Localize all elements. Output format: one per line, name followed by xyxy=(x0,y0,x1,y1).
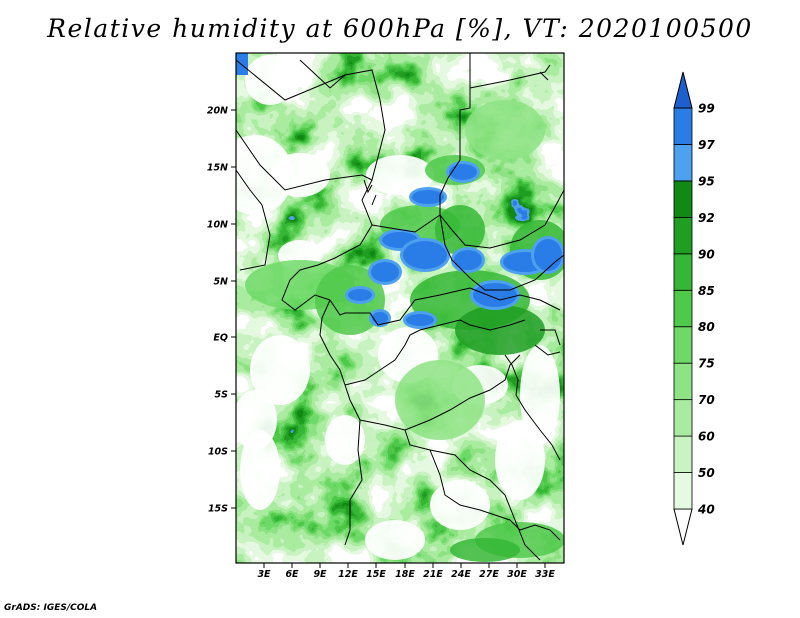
colorbar-swatch xyxy=(673,362,693,401)
map-frame xyxy=(235,52,565,564)
lon-tick-label: 21E xyxy=(423,569,443,580)
colorbar-label: 90 xyxy=(698,247,715,261)
colorbar-swatch xyxy=(673,253,693,291)
colorbar-swatch xyxy=(673,472,693,510)
colorbar-label: 92 xyxy=(698,211,715,225)
colorbar-upper-arrow xyxy=(673,71,693,109)
colorbar-swatch xyxy=(673,399,693,437)
colorbar-swatch xyxy=(673,326,693,364)
colorbar-swatch xyxy=(673,216,693,255)
grads-credit: GrADS: IGES/COLA xyxy=(4,603,98,613)
lat-tick-label: 15N xyxy=(207,163,228,174)
lon-tick-label: 6E xyxy=(285,569,299,580)
colorbar-lower-arrow xyxy=(673,508,693,546)
colorbar-label: 80 xyxy=(698,320,715,334)
lon-tick-label: 18E xyxy=(395,569,415,580)
colorbar: 40 50 60 70 75 80 85 90 92 95 97 99 xyxy=(673,71,715,546)
lon-tick-label: 9E xyxy=(313,569,327,580)
lon-tick-label: 30E xyxy=(507,569,527,580)
colorbar-label: 50 xyxy=(698,466,715,480)
chart-title: Relative humidity at 600hPa [%], VT: 202… xyxy=(47,14,753,43)
lon-tick-label: 24E xyxy=(451,569,471,580)
lon-tick-label: 15E xyxy=(366,569,386,580)
colorbar-label: 95 xyxy=(698,174,715,188)
colorbar-swatch xyxy=(673,289,693,328)
colorbar-label: 97 xyxy=(698,138,715,152)
lon-tick-label: 3E xyxy=(257,569,271,580)
lat-tick-label: 5N xyxy=(213,277,228,288)
colorbar-label: 99 xyxy=(698,102,715,116)
country-borders xyxy=(236,53,564,561)
lon-tick-label: 33E xyxy=(535,569,555,580)
lat-tick-label: 15S xyxy=(208,504,228,515)
colorbar-swatch xyxy=(673,107,693,145)
colorbar-label: 75 xyxy=(698,357,715,371)
colorbar-label: 70 xyxy=(698,393,715,407)
humidity-field xyxy=(236,53,564,563)
colorbar-label: 40 xyxy=(697,503,715,517)
colorbar-swatch xyxy=(673,144,693,182)
colorbar-label: 85 xyxy=(698,284,715,298)
lon-tick-label: 27E xyxy=(479,569,499,580)
lat-tick-label: 10N xyxy=(207,220,228,231)
lon-tick-label: 12E xyxy=(338,569,358,580)
lat-tick-label: EQ xyxy=(213,333,228,344)
lat-tick-label: 20N xyxy=(207,106,228,117)
colorbar-swatch xyxy=(673,180,693,218)
colorbar-label: 60 xyxy=(698,430,715,444)
lat-tick-label: 5S xyxy=(215,390,229,401)
axis-ticks: 20N 15N 10N 5N EQ 5S 10S 15S 3E 6E 9E 12E 15E 18E 21E 2… xyxy=(207,106,556,581)
colorbar-swatch xyxy=(673,435,693,473)
lat-tick-label: 10S xyxy=(208,447,228,458)
